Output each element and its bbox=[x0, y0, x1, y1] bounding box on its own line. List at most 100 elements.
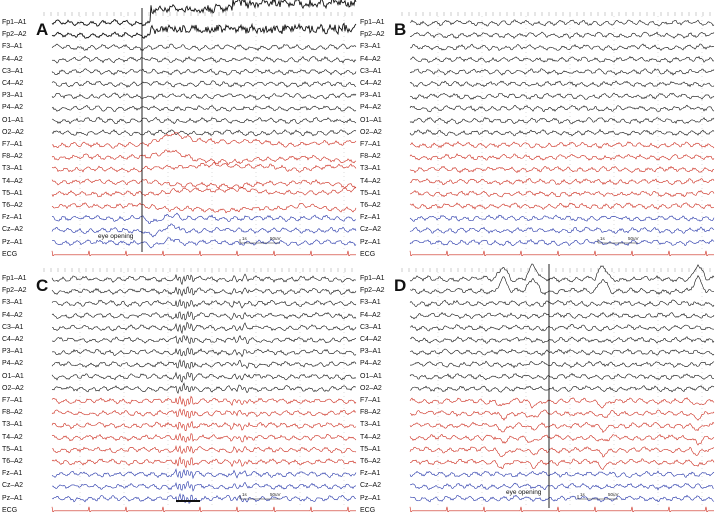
eeg-trace bbox=[51, 250, 356, 256]
eeg-trace bbox=[51, 186, 357, 198]
eeg-trace bbox=[409, 214, 715, 222]
eeg-trace bbox=[409, 202, 715, 210]
eeg-traces-c bbox=[43, 268, 357, 512]
channel-label: Fz–A1 bbox=[360, 470, 381, 478]
channel-label: Cz–A2 bbox=[360, 482, 382, 490]
channel-label: F3–A1 bbox=[2, 43, 23, 51]
channel-label: F7–A1 bbox=[360, 141, 381, 148]
eeg-trace bbox=[409, 165, 715, 174]
eeg-trace bbox=[409, 55, 715, 64]
eeg-trace bbox=[51, 310, 357, 321]
channel-label: C3–A1 bbox=[2, 67, 24, 75]
panel-letter: C bbox=[36, 276, 49, 295]
channel-label: F7–A1 bbox=[2, 141, 23, 148]
eeg-trace bbox=[51, 212, 357, 224]
eeg-trace bbox=[51, 92, 357, 100]
channel-label: T5–A1 bbox=[360, 189, 381, 197]
channel-label: T4–A2 bbox=[2, 177, 23, 185]
eeg-trace bbox=[51, 335, 357, 345]
channel-label: P3–A1 bbox=[2, 92, 24, 100]
channel-label: T6–A2 bbox=[360, 458, 381, 465]
eeg-trace bbox=[409, 409, 715, 421]
channel-label: F8–A2 bbox=[2, 409, 23, 417]
channel-label: P3–A1 bbox=[360, 348, 382, 356]
eeg-trace bbox=[51, 104, 357, 112]
panel-letter: A bbox=[36, 20, 49, 39]
channel-label: Fp1–A1 bbox=[360, 19, 385, 26]
scale-time-label: 1s bbox=[242, 236, 247, 241]
channel-label: Cz–A2 bbox=[2, 482, 24, 490]
eeg-trace bbox=[409, 324, 715, 332]
eeg-trace bbox=[409, 482, 715, 491]
channel-label: P3–A1 bbox=[360, 92, 382, 100]
channel-label: F7–A1 bbox=[2, 397, 23, 404]
channel-label: C4–A2 bbox=[360, 336, 382, 343]
channel-label: P4–A2 bbox=[2, 360, 24, 368]
eeg-trace bbox=[51, 149, 357, 165]
eeg-trace bbox=[51, 22, 357, 40]
eeg-trace bbox=[409, 116, 715, 125]
channel-label: O1–A1 bbox=[360, 116, 382, 124]
channel-label: Fz–A1 bbox=[2, 470, 23, 478]
channel-label: F4–A2 bbox=[2, 55, 23, 63]
channel-label: T5–A1 bbox=[2, 445, 23, 453]
channel-label: C3–A1 bbox=[360, 67, 382, 75]
eeg-trace bbox=[51, 161, 357, 173]
eeg-trace bbox=[51, 359, 357, 370]
eeg-trace bbox=[409, 19, 715, 27]
eeg-trace bbox=[409, 372, 715, 381]
eeg-trace bbox=[409, 494, 715, 503]
channel-label: Fp1–A1 bbox=[2, 275, 27, 282]
eeg-trace bbox=[409, 348, 715, 356]
eeg-trace bbox=[409, 506, 714, 512]
channel-label: F8–A2 bbox=[2, 153, 23, 161]
eeg-trace bbox=[409, 80, 715, 88]
panel-letter: B bbox=[394, 20, 407, 39]
channel-label: T3–A1 bbox=[360, 421, 381, 429]
channel-label: Pz–A1 bbox=[2, 494, 23, 502]
channel-label: F4–A2 bbox=[2, 311, 23, 319]
channel-label: Fp2–A2 bbox=[2, 31, 27, 39]
eeg-trace bbox=[409, 190, 715, 198]
channel-label: P3–A1 bbox=[2, 348, 24, 356]
eeg-panel-c: Fp1–A1 Fp2–A2 F3–A1 F4–A2 C3–A1 C4–A2 P3–A1 P4–… bbox=[0, 256, 358, 512]
channel-label: F3–A1 bbox=[360, 299, 381, 307]
channel-label: C4–A2 bbox=[2, 336, 24, 343]
eeg-trace bbox=[51, 43, 357, 52]
eeg-traces-d bbox=[401, 263, 715, 512]
eeg-trace bbox=[51, 456, 357, 469]
eeg-trace bbox=[409, 470, 715, 478]
eeg-panel-d: Fp1–A1 Fp2–A2 F3–A1 F4–A2 C3–A1 C4–A2 P3–A1 P4–… bbox=[358, 256, 716, 512]
eeg-trace bbox=[409, 312, 715, 320]
channel-label: F4–A2 bbox=[360, 55, 381, 63]
channel-label: T5–A1 bbox=[2, 189, 23, 197]
channel-label: T4–A2 bbox=[360, 177, 381, 185]
eeg-trace bbox=[51, 116, 357, 125]
channel-label: C4–A2 bbox=[360, 80, 382, 87]
channel-label: O1–A1 bbox=[2, 372, 24, 380]
eeg-trace bbox=[409, 336, 715, 344]
channel-label: Fp2–A2 bbox=[360, 287, 385, 295]
channel-label: ECG bbox=[2, 506, 18, 512]
eye-opening-annotation: eye opening bbox=[98, 233, 134, 240]
channel-label: C4–A2 bbox=[2, 80, 24, 87]
eeg-trace bbox=[51, 321, 357, 335]
eeg-trace bbox=[409, 385, 715, 393]
panel-letter: D bbox=[394, 276, 407, 295]
eeg-trace bbox=[409, 421, 715, 434]
eeg-trace bbox=[409, 250, 714, 256]
eeg-trace bbox=[409, 434, 715, 446]
eeg-trace bbox=[409, 397, 715, 409]
eeg-trace bbox=[409, 458, 715, 470]
eye-opening-annotation: eye opening bbox=[506, 489, 542, 496]
channel-label: Fp2–A2 bbox=[360, 31, 385, 39]
channel-label: Cz–A2 bbox=[360, 226, 382, 234]
eeg-trace bbox=[51, 129, 357, 137]
eeg-trace bbox=[409, 31, 715, 39]
channel-label: T3–A1 bbox=[2, 165, 23, 173]
channel-label: O2–A2 bbox=[360, 384, 382, 392]
eeg-trace bbox=[51, 286, 357, 297]
channel-label: Fz–A1 bbox=[360, 214, 381, 222]
channel-label: Fp1–A1 bbox=[2, 19, 27, 26]
scale-amplitude-label: 50uV bbox=[628, 236, 639, 241]
